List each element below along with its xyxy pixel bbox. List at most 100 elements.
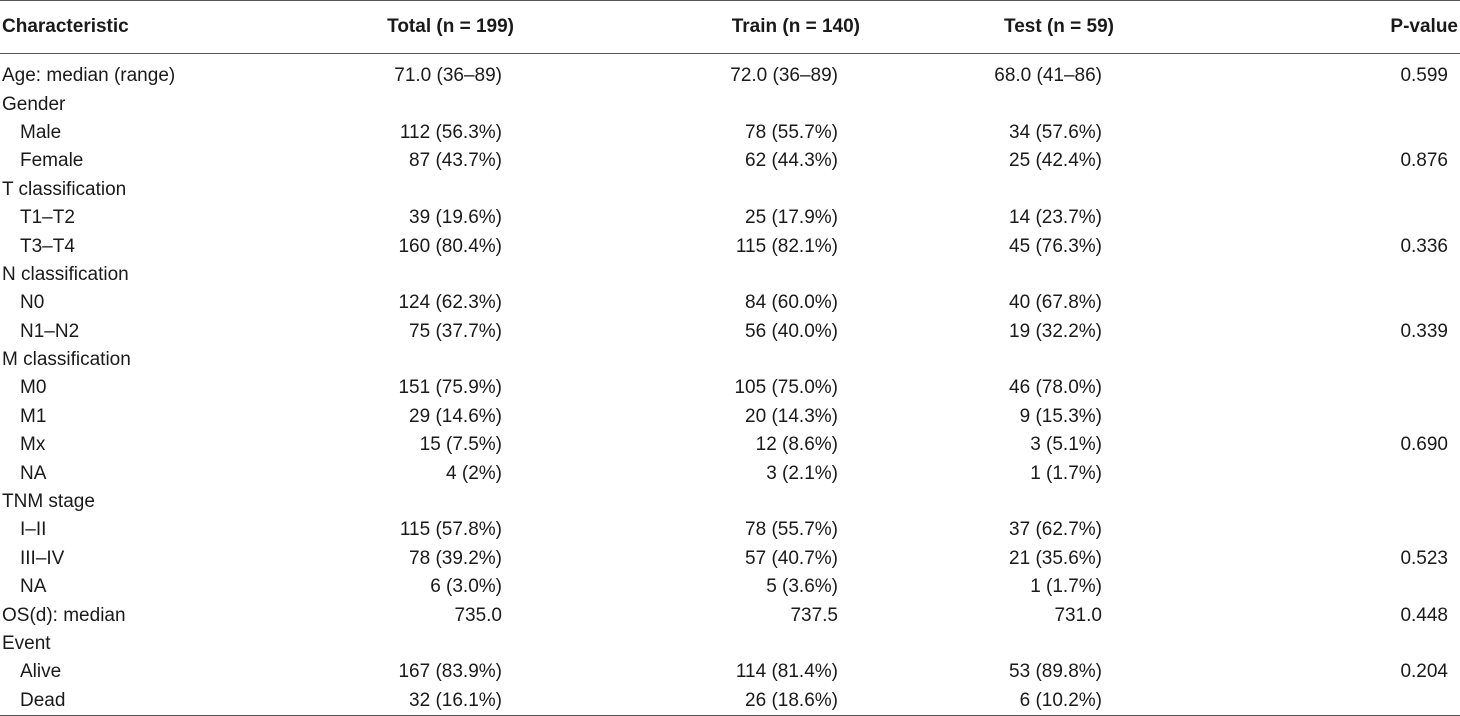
cell-test: 731.0 — [1054, 604, 1102, 626]
cell-test: 25 (42.4%) — [1009, 150, 1102, 172]
cell-characteristic: T classification — [2, 178, 127, 200]
cell-train — [640, 346, 930, 374]
table-row: Age: median (range) 71.0 (36–89) 72.0 (36–… — [0, 54, 1460, 91]
cell-pvalue — [1260, 90, 1460, 118]
cell-total: 15 (7.5%) — [419, 434, 502, 456]
cell-train — [640, 176, 930, 204]
cell-total: 32 (16.1%) — [240, 686, 640, 716]
cell-test: 14 (23.7%) — [1009, 207, 1102, 229]
cell-total — [240, 261, 640, 289]
table-row: N classification — [0, 261, 1460, 289]
table-row: III–IV 78 (39.2%) 57 (40.7%) 21 (35.6%) 0.52… — [0, 545, 1460, 573]
header-total: Total (n = 199) — [240, 0, 640, 54]
cell-test: 46 (78.0%) — [1009, 377, 1102, 399]
cell-total: 75 (37.7%) — [409, 320, 502, 342]
cell-pvalue — [1260, 374, 1460, 402]
cell-characteristic: OS(d): median — [2, 604, 126, 626]
cell-characteristic: Male — [20, 121, 62, 143]
cell-total — [240, 630, 640, 658]
table-row: Dead 32 (16.1%) 26 (18.6%) 6 (10.2%) — [0, 686, 1460, 716]
cell-pvalue — [1260, 289, 1460, 317]
table-row: NA 6 (3.0%) 5 (3.6%) 1 (1.7%) — [0, 573, 1460, 601]
header-pvalue: P-value — [1260, 0, 1460, 54]
cell-test — [930, 261, 1260, 289]
cell-train: 78 (55.7%) — [745, 519, 838, 541]
cell-train: 5 (3.6%) — [766, 576, 838, 598]
table-body: Age: median (range) 71.0 (36–89) 72.0 (36–… — [0, 54, 1460, 716]
table-row: OS(d): median 735.0 737.5 731.0 0.448 — [0, 601, 1460, 629]
table-row: T3–T4 160 (80.4%) 115 (82.1%) 45 (76.3%) 0.3… — [0, 232, 1460, 260]
cell-train: 115 (82.1%) — [735, 235, 838, 257]
cell-total: 160 (80.4%) — [398, 235, 502, 257]
cell-train: 737.5 — [790, 604, 838, 626]
cell-total — [240, 176, 640, 204]
cell-test — [930, 630, 1260, 658]
cell-train: 26 (18.6%) — [640, 686, 930, 716]
cell-total: 735.0 — [454, 604, 502, 626]
cell-train — [640, 488, 930, 516]
cell-test: 53 (89.8%) — [1009, 661, 1102, 683]
table-header: Characteristic Total (n = 199) Train (n … — [0, 0, 1460, 54]
cell-characteristic: T1–T2 — [20, 207, 75, 229]
cell-pvalue: 0.336 — [1400, 235, 1448, 257]
table-row: Alive 167 (83.9%) 114 (81.4%) 53 (89.8%) 0.2… — [0, 658, 1460, 686]
cell-train: 105 (75.0%) — [734, 377, 838, 399]
cell-train: 62 (44.3%) — [745, 150, 838, 172]
cell-pvalue: 0.876 — [1400, 150, 1448, 172]
cell-train: 84 (60.0%) — [745, 292, 838, 314]
header-train: Train (n = 140) — [640, 0, 930, 54]
cell-test: 21 (35.6%) — [1009, 547, 1102, 569]
table-row: TNM stage — [0, 488, 1460, 516]
cell-characteristic: N1–N2 — [20, 320, 80, 342]
table-row: NA 4 (2%) 3 (2.1%) 1 (1.7%) — [0, 459, 1460, 487]
cell-total — [240, 346, 640, 374]
cell-train: 78 (55.7%) — [745, 121, 838, 143]
cell-characteristic: NA — [20, 462, 47, 484]
cell-train: 114 (81.4%) — [735, 661, 838, 683]
cell-total: 78 (39.2%) — [409, 547, 502, 569]
cell-total: 167 (83.9%) — [398, 661, 502, 683]
table-row: Female 87 (43.7%) 62 (44.3%) 25 (42.4%) 0.87… — [0, 147, 1460, 175]
header-row: Characteristic Total (n = 199) Train (n … — [0, 0, 1460, 54]
cell-test: 1 (1.7%) — [1030, 576, 1102, 598]
cell-total: 112 (56.3%) — [399, 121, 502, 143]
table-row: M0 151 (75.9%) 105 (75.0%) 46 (78.0%) — [0, 374, 1460, 402]
cell-total: 71.0 (36–89) — [394, 65, 502, 87]
table-row: Male 112 (56.3%) 78 (55.7%) 34 (57.6%) — [0, 119, 1460, 147]
cell-test: 34 (57.6%) — [1009, 121, 1102, 143]
cell-train: 72.0 (36–89) — [730, 65, 838, 87]
cell-pvalue: 0.204 — [1400, 661, 1448, 683]
cell-train: 3 (2.1%) — [766, 462, 838, 484]
cell-pvalue — [1260, 346, 1460, 374]
cell-train: 12 (8.6%) — [755, 434, 838, 456]
cell-pvalue: 0.690 — [1400, 434, 1448, 456]
cell-characteristic: Female — [20, 150, 84, 172]
cell-characteristic: Event — [2, 633, 51, 654]
cell-pvalue — [1260, 488, 1460, 516]
cell-total: 115 (57.8%) — [399, 519, 502, 541]
cell-test: 1 (1.7%) — [1030, 462, 1102, 484]
cell-characteristic: N classification — [2, 263, 129, 285]
cell-test: 37 (62.7%) — [1009, 519, 1102, 541]
cell-pvalue — [1260, 261, 1460, 289]
table-row: T1–T2 39 (19.6%) 25 (17.9%) 14 (23.7%) — [0, 204, 1460, 232]
table-row: Mx 15 (7.5%) 12 (8.6%) 3 (5.1%) 0.690 — [0, 431, 1460, 459]
cell-train — [640, 90, 930, 118]
cell-test — [930, 90, 1260, 118]
cell-pvalue: 0.448 — [1400, 604, 1448, 626]
cell-test: 40 (67.8%) — [1009, 292, 1102, 314]
cell-test: 6 (10.2%) — [930, 686, 1260, 716]
cell-characteristic: Dead — [0, 686, 240, 716]
cell-test — [930, 488, 1260, 516]
table-row: T classification — [0, 176, 1460, 204]
cell-train: 25 (17.9%) — [745, 207, 838, 229]
cell-train: 56 (40.0%) — [745, 320, 838, 342]
table-row: N0 124 (62.3%) 84 (60.0%) 40 (67.8%) — [0, 289, 1460, 317]
cell-total — [240, 90, 640, 118]
cell-total — [240, 488, 640, 516]
cell-test: 68.0 (41–86) — [994, 65, 1102, 87]
cell-pvalue — [1260, 630, 1460, 658]
header-characteristic: Characteristic — [0, 0, 240, 54]
cell-characteristic: Mx — [20, 434, 46, 456]
